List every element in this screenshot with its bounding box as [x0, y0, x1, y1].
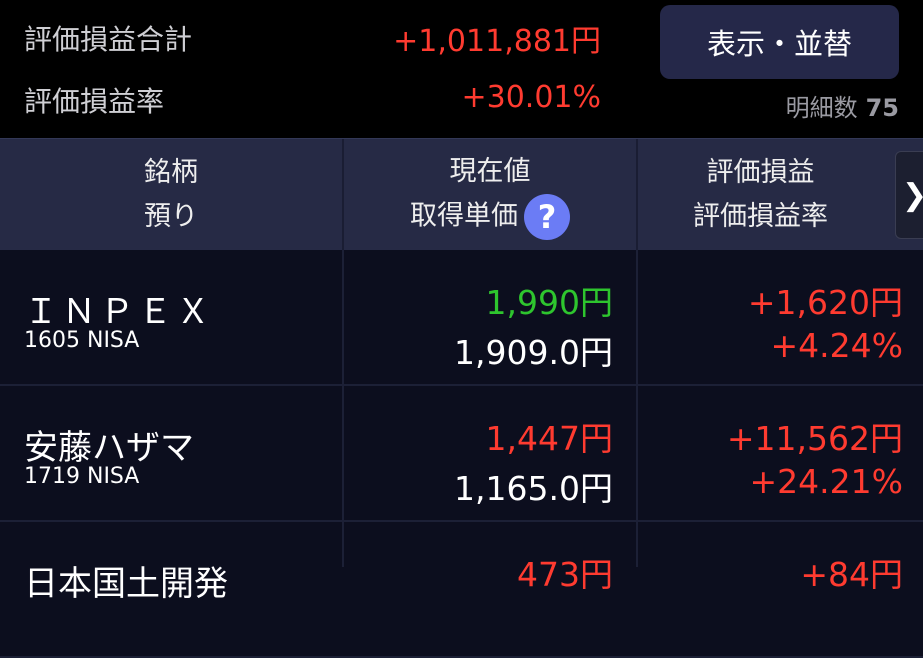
- stock-code: 1605 NISA: [24, 328, 140, 353]
- display-sort-button[interactable]: 表示・並替: [660, 5, 899, 79]
- cost-price: 1,909.0円: [454, 333, 613, 372]
- stock-code: 1719 NISA: [24, 464, 140, 489]
- table-row[interactable]: 日本国土開発 473円 +84円: [0, 522, 923, 658]
- header-cost: 取得単価: [410, 200, 518, 232]
- header-col-pl[interactable]: 評価損益 評価損益率: [638, 139, 923, 251]
- table-row[interactable]: ＩＮＰＥＸ 1605 NISA 1,990円 1,909.0円 +1,620円 …: [0, 250, 923, 386]
- current-price: 1,990円: [485, 283, 613, 322]
- stock-name: ＩＮＰＥＸ: [24, 292, 214, 332]
- header-stock: 銘柄: [144, 157, 198, 188]
- column-divider: [342, 250, 344, 567]
- cost-price: 1,165.0円: [454, 469, 613, 508]
- pl-value: +84円: [800, 555, 903, 594]
- column-divider: [636, 250, 638, 567]
- chevron-right-icon[interactable]: ❯: [895, 151, 923, 239]
- current-price: 473円: [517, 555, 613, 594]
- header-custody: 預り: [144, 201, 198, 232]
- pl-value: +11,562円: [726, 419, 903, 458]
- pl-rate-label: 評価損益率: [24, 85, 165, 118]
- stock-name: 日本国土開発: [24, 564, 228, 604]
- divider: [342, 139, 344, 251]
- count-value: 75: [865, 94, 899, 122]
- header-current-price: 現在値: [449, 156, 531, 187]
- header-col-stock[interactable]: 銘柄 預り: [0, 139, 342, 251]
- header-pl-rate: 評価損益率: [693, 201, 828, 232]
- summary-panel: 評価損益合計 +1,011,881円 評価損益率 +30.01% 表示・並替 明…: [0, 0, 923, 138]
- pl-rate: +4.24%: [770, 326, 903, 365]
- stock-name: 安藤ハザマ: [24, 428, 194, 468]
- table-row[interactable]: 安藤ハザマ 1719 NISA 1,447円 1,165.0円 +11,562円…: [0, 386, 923, 522]
- pl-rate: +24.21%: [749, 462, 903, 501]
- header-pl: 評価損益: [706, 157, 815, 188]
- count-label: 明細数: [785, 94, 858, 122]
- header-col-price[interactable]: 現在値取得単価?: [344, 139, 636, 251]
- total-pl-label: 評価損益合計: [24, 23, 193, 56]
- help-icon[interactable]: ?: [524, 194, 570, 240]
- pl-value: +1,620円: [747, 283, 903, 322]
- item-count: 明細数 75: [786, 88, 899, 123]
- pl-rate-value: +30.01%: [461, 80, 601, 115]
- total-pl-value: +1,011,881円: [393, 24, 601, 59]
- current-price: 1,447円: [485, 419, 613, 458]
- divider: [636, 139, 638, 251]
